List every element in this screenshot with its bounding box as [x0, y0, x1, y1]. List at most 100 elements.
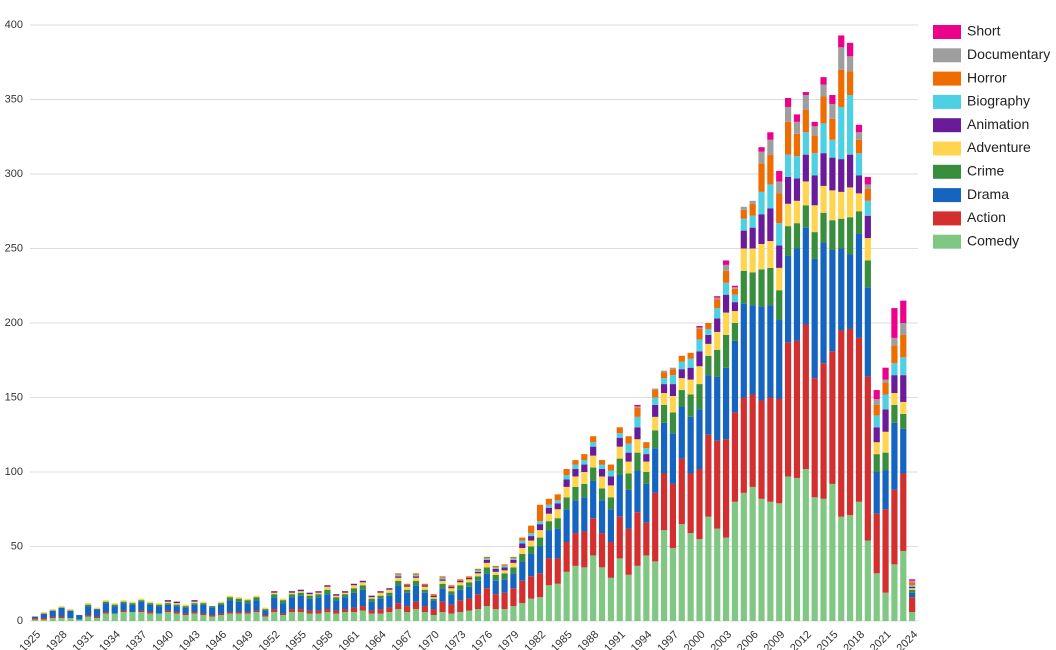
- bar-segment: [572, 469, 579, 477]
- bar-segment: [643, 448, 650, 455]
- bar-segment: [652, 416, 659, 431]
- bar-segment: [820, 363, 827, 499]
- bar-segment: [412, 609, 420, 621]
- bar-segment: [891, 363, 898, 376]
- bar-segment: [377, 613, 384, 621]
- bar-segment: [466, 579, 473, 583]
- legend-label: Crime: [967, 163, 1005, 179]
- legend-swatch: [933, 164, 961, 179]
- bar-segment: [164, 601, 171, 604]
- bar-segment: [200, 615, 207, 621]
- x-tick-label: 1994: [629, 629, 655, 650]
- bar-segment: [838, 218, 845, 249]
- x-tick-label: 1940: [150, 629, 176, 650]
- bar-segment: [93, 609, 101, 617]
- bar-segment: [625, 452, 632, 462]
- bar-segment: [785, 342, 792, 477]
- bar-segment: [536, 546, 544, 574]
- y-tick-label: 200: [5, 317, 23, 329]
- bar-segment: [652, 492, 659, 562]
- bar-segment: [669, 433, 677, 484]
- bar-segment: [501, 592, 508, 610]
- bar-segment: [271, 612, 278, 621]
- x-tick-label: 1967: [389, 629, 415, 650]
- bar-segment: [342, 594, 349, 598]
- x-tick-label: 1952: [257, 629, 283, 650]
- bar-segment: [129, 601, 136, 604]
- bar-segment: [696, 469, 703, 540]
- bar-segment: [891, 337, 898, 346]
- bar-segment: [731, 501, 739, 621]
- x-tick-label: 1925: [17, 629, 43, 650]
- x-tick-label: 1997: [655, 629, 681, 650]
- bar-segment: [705, 343, 712, 356]
- bar-segment: [607, 476, 614, 486]
- bar-segment: [722, 439, 730, 538]
- bar-segment: [643, 442, 650, 449]
- bar-segment: [404, 583, 411, 586]
- x-tick-label: 2015: [815, 629, 841, 650]
- bar-segment: [598, 460, 606, 465]
- bar-segment: [368, 595, 375, 598]
- bar-segment: [802, 324, 809, 470]
- legend-label: Short: [967, 23, 1001, 39]
- bar-segment: [510, 556, 517, 559]
- bar-segment: [882, 367, 889, 380]
- bar-segment: [643, 454, 650, 462]
- bar-segment: [696, 539, 703, 621]
- legend-swatch: [933, 48, 961, 63]
- bar-segment: [49, 610, 56, 617]
- bar-segment: [749, 394, 756, 487]
- bar-segment: [563, 497, 570, 510]
- bar-segment: [138, 598, 145, 601]
- bar-segment: [714, 297, 721, 300]
- bar-segment: [457, 582, 464, 586]
- bar-segment: [58, 606, 65, 608]
- bar-segment: [793, 114, 801, 122]
- legend-label: Biography: [967, 93, 1030, 109]
- bar-segment: [749, 272, 756, 306]
- x-tick-label: 2000: [682, 629, 708, 650]
- bar-segment: [563, 479, 570, 487]
- bar-segment: [590, 455, 597, 468]
- x-tick-label: 1955: [283, 629, 309, 650]
- bar-segment: [864, 200, 871, 216]
- bar-segment: [714, 376, 721, 441]
- x-tick-label: 1937: [124, 629, 150, 650]
- bar-segment: [847, 328, 854, 516]
- bar-segment: [652, 404, 659, 417]
- bar-segment: [891, 489, 898, 565]
- bar-segment: [758, 498, 765, 621]
- bar-segment: [669, 375, 677, 385]
- bar-segment: [457, 580, 464, 583]
- x-tick-label: 2006: [735, 629, 761, 650]
- bar-segment: [430, 598, 437, 601]
- bar-segment: [173, 603, 180, 605]
- bar-segment: [731, 287, 739, 289]
- bar-segment: [111, 613, 118, 621]
- bar-segment: [660, 370, 668, 373]
- bar-segment: [528, 536, 535, 541]
- x-tick-label: 1961: [336, 629, 362, 650]
- bar-segment: [687, 379, 694, 395]
- bar-segment: [439, 579, 446, 581]
- bar-segment: [271, 591, 278, 593]
- bar-segment: [900, 323, 907, 335]
- bar-segment: [563, 542, 570, 572]
- bar-segment: [58, 618, 65, 621]
- bar-segment: [235, 612, 242, 614]
- bar-segment: [776, 503, 783, 621]
- bar-segment: [882, 470, 889, 510]
- bar-segment: [510, 559, 517, 563]
- bar-segment: [855, 132, 863, 140]
- bar-segment: [855, 337, 863, 502]
- bar-segment: [58, 607, 65, 617]
- bar-segment: [412, 585, 420, 602]
- bar-segment: [76, 619, 83, 621]
- bar-segment: [430, 595, 437, 598]
- bar-segment: [421, 612, 428, 621]
- bar-segment: [758, 147, 765, 152]
- bar-segment: [581, 497, 588, 532]
- bar-segment: [386, 592, 393, 596]
- bar-segment: [873, 472, 880, 514]
